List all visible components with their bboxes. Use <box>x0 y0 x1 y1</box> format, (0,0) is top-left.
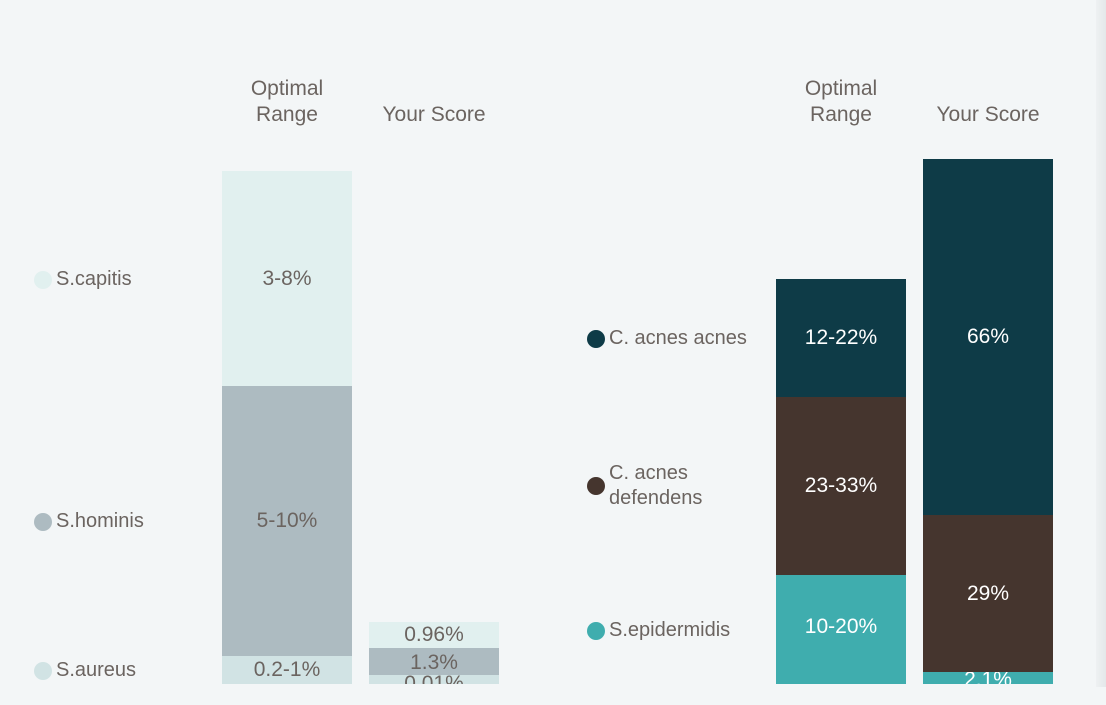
optimal-range-bar-right: 12-22% 23-33% 10-20% <box>776 279 906 684</box>
optimal-segment-c-acnes-defendens: 23-33% <box>776 397 906 575</box>
bottom-edge <box>0 687 1106 705</box>
legend-label: S.aureus <box>56 659 137 681</box>
legend-label: S.capitis <box>56 268 132 290</box>
score-segment-s-capitis: 0.96% <box>369 622 499 648</box>
optimal-range-bar-left: 3-8% 5-10% 0.2-1% <box>222 171 352 684</box>
legend-label: S.epidermidis <box>609 619 731 641</box>
your-score-header: Your Score <box>382 103 486 126</box>
optimal-range-header: Optimal Range <box>804 77 878 126</box>
legend-label: C. acnes defendens <box>609 462 703 509</box>
legend-item-s-hominis: S.hominis <box>34 509 144 534</box>
optimal-segment-s-hominis: 5-10% <box>222 386 352 656</box>
legend-label: S.hominis <box>56 510 144 532</box>
your-score-header: Your Score <box>936 103 1040 126</box>
optimal-segment-c-acnes-acnes: 12-22% <box>776 279 906 397</box>
legend-item-s-aureus: S.aureus <box>34 658 136 683</box>
score-segment-c-acnes-acnes: 66% <box>923 159 1053 515</box>
legend-item-c-acnes-defendens: C. acnes defendens <box>587 461 702 511</box>
optimal-range-header: Optimal Range <box>250 77 324 126</box>
score-bar-right: 66% 29% 2.1% <box>923 159 1053 684</box>
score-segment-c-acnes-defendens: 29% <box>923 515 1053 672</box>
legend-dot-s-hominis <box>34 512 52 531</box>
legend-dot-s-aureus <box>34 661 52 680</box>
legend-label: C. acnes acnes <box>609 327 747 349</box>
legend-dot-s-epidermidis <box>587 621 605 640</box>
optimal-segment-s-capitis: 3-8% <box>222 171 352 386</box>
score-segment-s-aureus: 0.01% <box>369 675 499 684</box>
score-bar-left: 0.96% 1.3% 0.01% <box>369 622 499 684</box>
score-segment-s-epidermidis: 2.1% <box>923 672 1053 684</box>
legend-dot-c-acnes-acnes <box>587 329 605 348</box>
legend-dot-s-capitis <box>34 270 52 289</box>
legend-item-c-acnes-acnes: C. acnes acnes <box>587 326 747 351</box>
optimal-segment-s-epidermidis: 10-20% <box>776 575 906 684</box>
optimal-segment-s-aureus: 0.2-1% <box>222 656 352 684</box>
legend-dot-c-acnes-defendens <box>587 477 605 495</box>
legend-item-s-epidermidis: S.epidermidis <box>587 618 730 643</box>
legend-item-s-capitis: S.capitis <box>34 267 132 292</box>
right-edge-shadow <box>1096 0 1106 705</box>
